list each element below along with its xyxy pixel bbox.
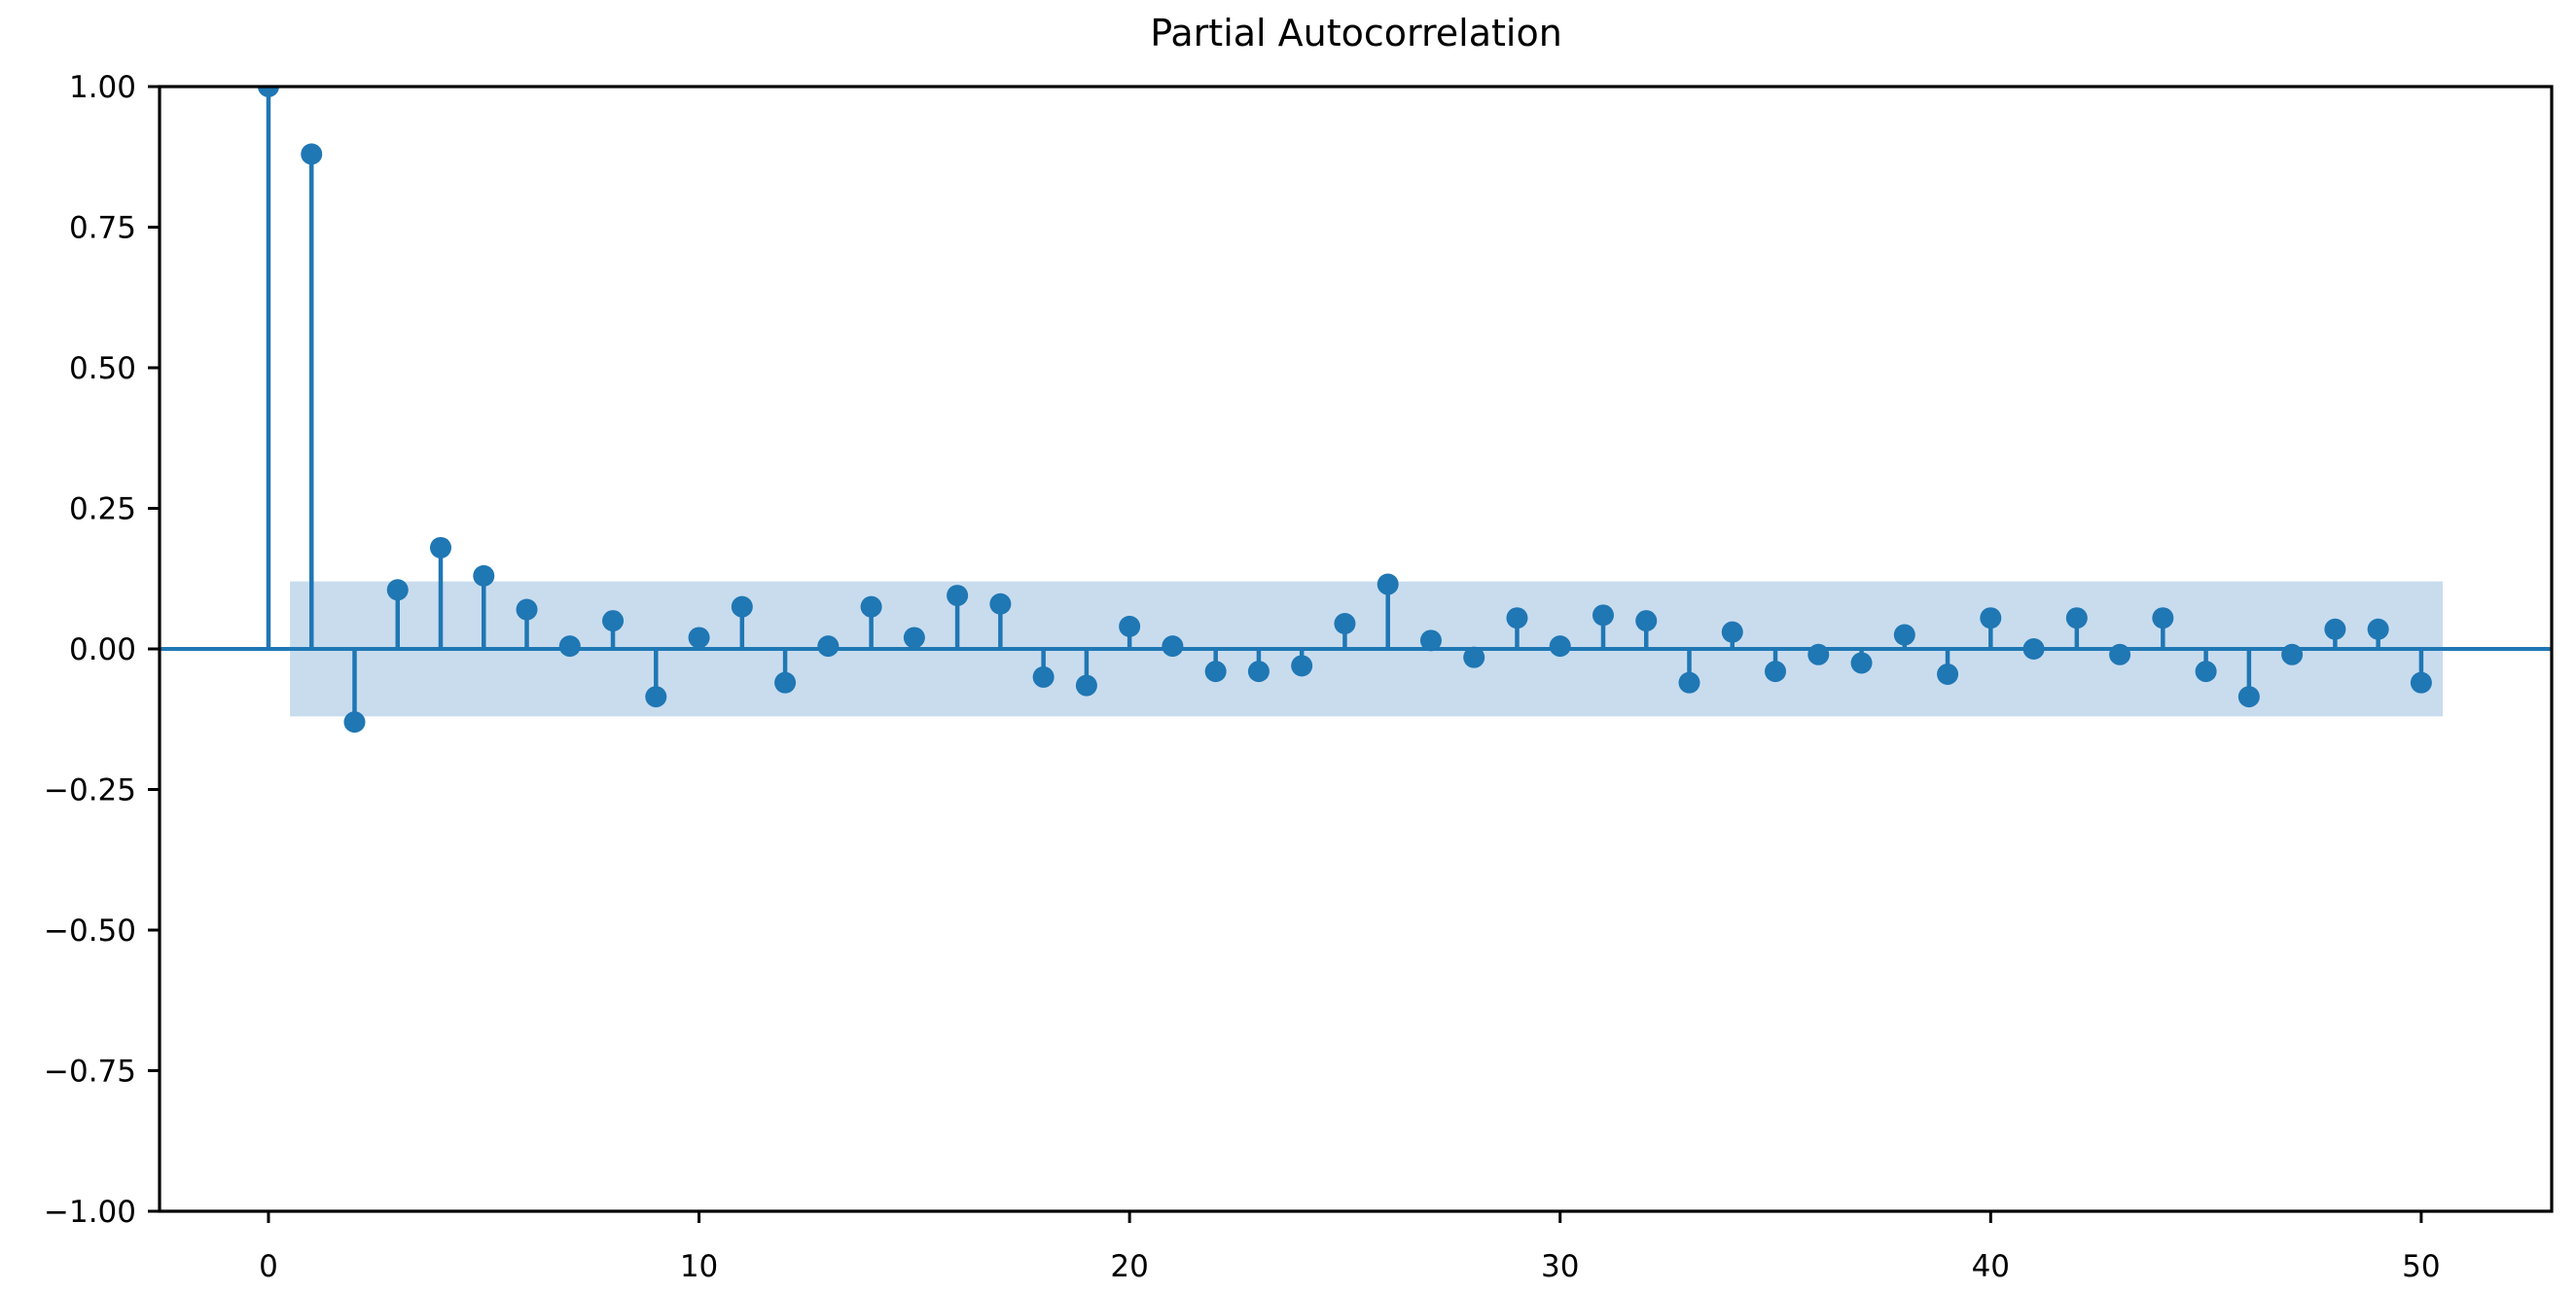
marker-lag-34 [1721, 621, 1743, 643]
marker-lag-12 [774, 671, 797, 694]
marker-lag-25 [1334, 612, 1356, 634]
marker-lag-5 [473, 564, 495, 587]
marker-lag-44 [2152, 607, 2174, 629]
marker-lag-20 [1119, 615, 1141, 637]
y-tick-label: 0.00 [69, 632, 136, 667]
marker-lag-24 [1291, 655, 1313, 677]
chart-title: Partial Autocorrelation [1150, 12, 1562, 54]
y-tick-label: −0.50 [44, 914, 136, 949]
plot-area: −1.00 −0.75 −0.50 −0.25 0.00 0.25 0.50 0.75 1.00… [44, 70, 2554, 1284]
marker-lag-23 [1247, 661, 1270, 683]
marker-lag-45 [2195, 661, 2217, 683]
marker-lag-30 [1549, 635, 1571, 658]
marker-lag-41 [2022, 638, 2045, 660]
marker-lag-9 [645, 686, 667, 708]
marker-lag-35 [1765, 661, 1787, 683]
marker-lag-1 [301, 143, 323, 165]
marker-lag-48 [2324, 618, 2346, 640]
marker-lag-39 [1937, 664, 1959, 686]
marker-lag-21 [1162, 635, 1184, 658]
y-tick-label: −0.25 [44, 773, 136, 808]
marker-lag-17 [989, 592, 1012, 615]
marker-lag-33 [1678, 671, 1700, 694]
marker-lag-3 [386, 579, 409, 601]
marker-lag-7 [558, 635, 581, 658]
marker-lag-49 [2367, 618, 2389, 640]
marker-lag-8 [602, 610, 625, 632]
marker-lag-16 [947, 585, 969, 607]
marker-lag-2 [343, 711, 366, 734]
marker-lag-22 [1204, 661, 1227, 683]
y-tick-label: −0.75 [44, 1055, 136, 1090]
marker-lag-0 [257, 87, 279, 97]
marker-lag-43 [2109, 643, 2131, 665]
marker-lag-42 [2065, 607, 2088, 629]
marker-lag-46 [2237, 686, 2260, 708]
x-tick-label: 20 [1110, 1249, 1148, 1284]
marker-lag-4 [430, 536, 452, 558]
marker-lag-18 [1032, 665, 1055, 688]
x-tick-label: 40 [1972, 1249, 2010, 1284]
x-tick-label: 10 [680, 1249, 718, 1284]
marker-lag-27 [1419, 629, 1442, 652]
marker-lag-14 [860, 595, 882, 618]
stems-group [257, 87, 2432, 734]
marker-lag-13 [817, 635, 840, 658]
y-tick-label: 1.00 [69, 70, 136, 105]
marker-lag-10 [688, 627, 710, 649]
marker-lag-28 [1463, 646, 1485, 668]
x-tick-label: 0 [259, 1249, 278, 1284]
y-tick-label: 0.75 [69, 211, 136, 246]
marker-lag-15 [903, 627, 925, 649]
marker-lag-36 [1807, 643, 1830, 665]
marker-lag-6 [516, 598, 538, 621]
marker-lag-11 [731, 595, 753, 618]
x-tick-label: 50 [2402, 1249, 2440, 1284]
marker-lag-32 [1635, 610, 1658, 632]
marker-lag-29 [1506, 607, 1528, 629]
marker-lag-26 [1377, 573, 1399, 595]
y-tick-label: 0.25 [69, 492, 136, 527]
marker-lag-40 [1980, 607, 2002, 629]
y-tick-label: 0.50 [69, 351, 136, 386]
marker-lag-37 [1850, 652, 1873, 674]
marker-lag-19 [1075, 674, 1097, 697]
y-tick-label: −1.00 [44, 1195, 136, 1230]
marker-lag-47 [2281, 643, 2304, 665]
marker-lag-50 [2410, 671, 2432, 694]
marker-lag-38 [1893, 624, 1915, 646]
marker-lag-31 [1592, 604, 1614, 627]
x-tick-label: 30 [1541, 1249, 1579, 1284]
